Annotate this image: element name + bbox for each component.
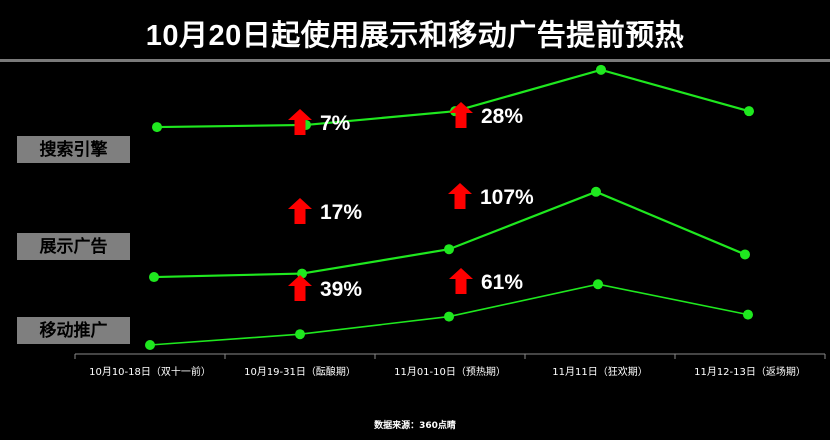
series-layer — [145, 64, 754, 350]
data-point-mobile — [743, 309, 753, 320]
increase-label-display: 17% — [320, 201, 362, 224]
source-note: 数据来源：360点睛 — [374, 421, 456, 431]
up-arrow-icon — [288, 109, 312, 135]
increase-label-search: 7% — [320, 112, 351, 135]
data-point-display — [591, 186, 601, 197]
data-point-mobile — [295, 329, 305, 340]
up-arrow-icon — [449, 268, 473, 294]
x-tick-label: 11月11日（狂欢期） — [552, 365, 647, 378]
data-point-mobile — [444, 311, 454, 322]
up-arrow-icon — [288, 275, 312, 301]
series-label-search: 搜索引擎 — [17, 136, 130, 163]
title-divider — [0, 59, 830, 62]
data-point-search — [596, 64, 606, 75]
series-label-display: 展示广告 — [17, 233, 130, 260]
page-title: 10月20日起使用展示和移动广告提前预热 — [145, 20, 685, 52]
data-point-display — [149, 272, 159, 283]
data-point-display — [740, 249, 750, 260]
x-axis: 10月10-18日（双十一前） 10月19-31日（酝酿期） 11月01-10日（预… — [74, 353, 826, 378]
data-point-mobile — [593, 279, 603, 290]
data-point-mobile — [145, 340, 155, 350]
series-line-display — [153, 190, 746, 279]
x-tick-label: 10月10-18日（双十一前） — [89, 365, 211, 378]
series-line-search — [156, 68, 750, 129]
increase-label-display: 107% — [480, 186, 534, 209]
up-arrow-icon — [449, 102, 473, 128]
increase-annotations: 7% 28% 17% 107% 39% 61% — [288, 102, 534, 301]
data-point-display — [444, 244, 454, 255]
increase-label-mobile: 61% — [481, 271, 523, 294]
x-tick-label: 10月19-31日（酝酿期） — [244, 365, 356, 378]
data-point-search — [744, 106, 754, 117]
up-arrow-icon — [288, 198, 312, 224]
increase-label-mobile: 39% — [320, 278, 362, 301]
data-point-search — [152, 122, 162, 133]
x-tick-label: 11月01-10日（预热期） — [394, 365, 506, 378]
up-arrow-icon — [448, 183, 472, 209]
series-label-mobile: 移动推广 — [17, 317, 130, 344]
increase-label-search: 28% — [481, 105, 523, 128]
x-tick-label: 11月12-13日（返场期） — [694, 365, 806, 378]
